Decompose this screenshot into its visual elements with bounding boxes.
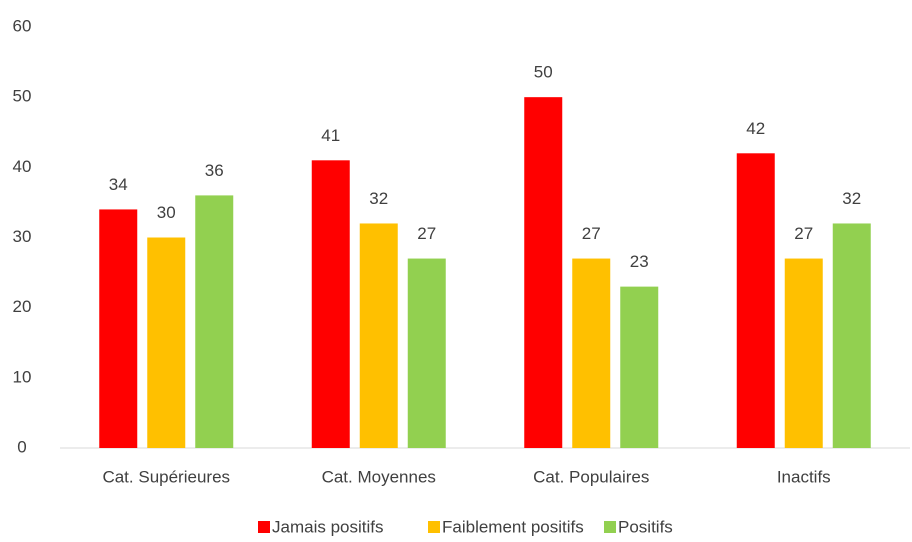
x-tick-label: Inactifs xyxy=(777,467,831,486)
bar xyxy=(147,237,186,448)
y-tick-label: 10 xyxy=(13,367,32,386)
bar xyxy=(524,97,563,449)
y-tick-label: 60 xyxy=(13,16,32,35)
bar xyxy=(311,160,350,449)
bar xyxy=(620,286,659,448)
data-label: 34 xyxy=(109,175,128,194)
bar xyxy=(99,209,138,448)
x-tick-label: Cat. Populaires xyxy=(533,467,649,486)
data-label: 41 xyxy=(321,126,340,145)
bar xyxy=(195,195,234,448)
x-tick-label: Cat. Moyennes xyxy=(322,467,436,486)
legend-label: Jamais positifs xyxy=(272,517,383,536)
bar xyxy=(736,153,775,449)
y-tick-label: 50 xyxy=(13,87,32,106)
data-label: 23 xyxy=(630,252,649,271)
data-label: 36 xyxy=(205,161,224,180)
bar xyxy=(407,258,446,448)
data-label: 50 xyxy=(534,63,553,82)
legend-swatch xyxy=(258,521,270,533)
bar xyxy=(359,223,398,448)
x-tick-label: Cat. Supérieures xyxy=(102,467,230,486)
data-label: 27 xyxy=(794,224,813,243)
data-label: 30 xyxy=(157,203,176,222)
legend-label: Positifs xyxy=(618,517,673,536)
data-label: 27 xyxy=(417,224,436,243)
legend-swatch xyxy=(604,521,616,533)
bar xyxy=(784,258,823,448)
data-label: 32 xyxy=(842,189,861,208)
data-label: 27 xyxy=(582,224,601,243)
y-tick-label: 0 xyxy=(17,437,26,456)
y-tick-label: 30 xyxy=(13,227,32,246)
legend-swatch xyxy=(428,521,440,533)
bar xyxy=(572,258,611,448)
data-label: 32 xyxy=(369,189,388,208)
data-label: 42 xyxy=(746,119,765,138)
y-tick-label: 40 xyxy=(13,157,32,176)
legend-label: Faiblement positifs xyxy=(442,517,584,536)
bar xyxy=(832,223,871,448)
y-tick-label: 20 xyxy=(13,297,32,316)
